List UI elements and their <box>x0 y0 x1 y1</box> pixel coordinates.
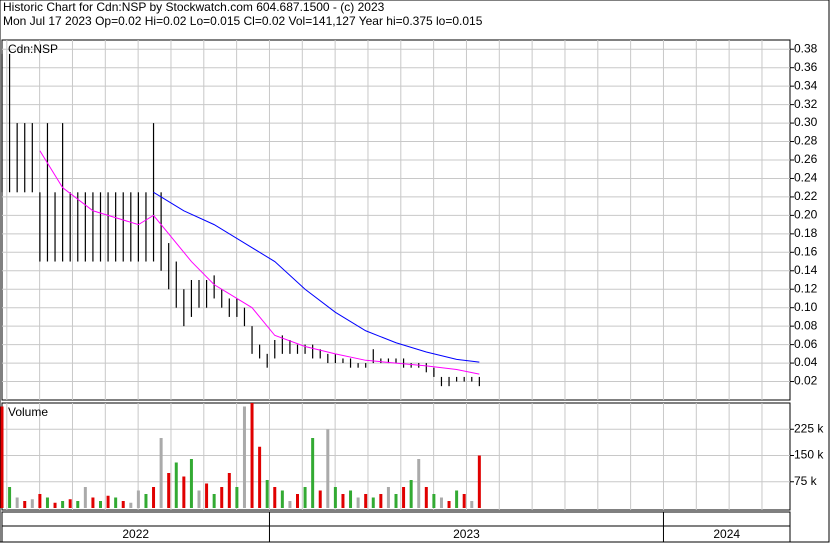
volume-bar <box>53 502 57 508</box>
volume-bar <box>91 497 95 508</box>
volume-bar <box>424 487 428 508</box>
y-tick-label: 0.20 <box>794 208 818 222</box>
volume-bar <box>106 495 110 508</box>
volume-bar <box>280 490 284 508</box>
volume-bar <box>303 487 307 508</box>
volume-bar <box>15 497 19 508</box>
y-tick-label: 0.12 <box>794 281 818 295</box>
year-label: 2022 <box>122 527 149 541</box>
y-tick-label: 0.32 <box>794 97 818 111</box>
volume-bar <box>99 501 102 508</box>
volume-bar <box>386 487 390 508</box>
y-tick-label: 0.34 <box>794 78 818 92</box>
y-tick-label: 0.16 <box>794 244 818 258</box>
volume-bar <box>189 459 193 508</box>
volume-bar <box>402 487 406 508</box>
volume-bar <box>242 406 246 508</box>
moving-average <box>153 191 480 363</box>
volume-bar <box>220 487 224 508</box>
volume-bar <box>136 490 140 508</box>
volume-bar <box>318 490 322 508</box>
volume-bar <box>30 499 34 508</box>
volume-bar <box>205 483 209 508</box>
volume-bar <box>455 490 459 508</box>
volume-bar <box>417 459 421 508</box>
volume-bar <box>250 403 254 508</box>
y-tick-label: 0.24 <box>794 171 818 185</box>
volume-bar <box>129 502 133 508</box>
y-tick-label: 0.36 <box>794 60 818 74</box>
volume-bar <box>341 494 345 508</box>
chart-subtitle: Mon Jul 17 2023 Op=0.02 Hi=0.02 Lo=0.015… <box>3 14 483 28</box>
y-tick-label: 0.02 <box>794 374 818 388</box>
y-tick-label: 0.18 <box>794 226 818 240</box>
volume-bar <box>152 487 156 508</box>
volume-bar <box>349 490 353 508</box>
volume-bar <box>114 497 118 508</box>
volume-bar <box>174 462 178 508</box>
volume-bar <box>462 494 466 508</box>
volume-bar <box>76 501 80 508</box>
volume-bar <box>197 490 201 508</box>
y-tick-label: 0.04 <box>794 355 818 369</box>
y-tick-label: 0.28 <box>794 134 818 148</box>
volume-bar <box>326 429 330 508</box>
volume-bar <box>258 446 262 508</box>
volume-bar <box>212 494 216 508</box>
volume-bar <box>432 494 436 508</box>
volume-bar <box>265 480 269 508</box>
volume-bar <box>45 497 49 508</box>
price-panel <box>1 39 791 401</box>
y-tick-label: 0.06 <box>794 337 818 351</box>
y-tick-label: 225 k <box>794 421 824 435</box>
volume-bar <box>235 487 239 508</box>
volume-bar <box>288 501 292 508</box>
y-tick-label: 0.14 <box>794 263 818 277</box>
y-tick-label: 0.38 <box>794 41 818 55</box>
y-tick-label: 0.26 <box>794 152 818 166</box>
volume-bar <box>371 497 375 508</box>
volume-bar <box>159 438 163 508</box>
volume-bar <box>273 487 277 508</box>
volume-bar <box>311 438 315 508</box>
volume-bar <box>83 487 87 508</box>
moving-average <box>39 150 480 375</box>
volume-bar <box>68 499 72 508</box>
y-tick-label: 150 k <box>794 448 824 462</box>
volume-bar <box>144 494 148 508</box>
volume-bar <box>333 487 337 508</box>
y-tick-label: 0.30 <box>794 115 818 129</box>
chart-title: Historic Chart for Cdn:NSP by Stockwatch… <box>3 0 385 14</box>
volume-bar <box>364 494 368 508</box>
volume-bar <box>8 487 12 508</box>
panel-label: Cdn:NSP <box>8 42 58 56</box>
panel-label: Volume <box>8 405 48 419</box>
volume-bar <box>227 473 231 508</box>
volume-bar <box>23 501 27 508</box>
volume-bar <box>477 455 481 508</box>
year-axis <box>1 511 791 543</box>
volume-bar <box>394 494 398 508</box>
volume-bar <box>61 501 65 508</box>
volume-bar <box>167 473 171 508</box>
volume-bar <box>409 480 413 508</box>
volume-bar <box>182 476 186 508</box>
volume-bar <box>379 494 383 508</box>
volume-bar <box>121 501 125 508</box>
volume-bar <box>470 501 474 508</box>
volume-bar <box>0 406 4 508</box>
y-tick-label: 75 k <box>794 474 818 488</box>
volume-bar <box>38 494 42 508</box>
year-label: 2024 <box>713 527 740 541</box>
y-tick-label: 0.10 <box>794 300 818 314</box>
volume-bar <box>296 494 299 508</box>
y-tick-label: 0.08 <box>794 318 818 332</box>
volume-bar <box>356 497 360 508</box>
volume-bar <box>447 501 451 508</box>
volume-bar <box>439 497 443 508</box>
year-label: 2023 <box>453 527 480 541</box>
y-tick-label: 0.22 <box>794 189 818 203</box>
